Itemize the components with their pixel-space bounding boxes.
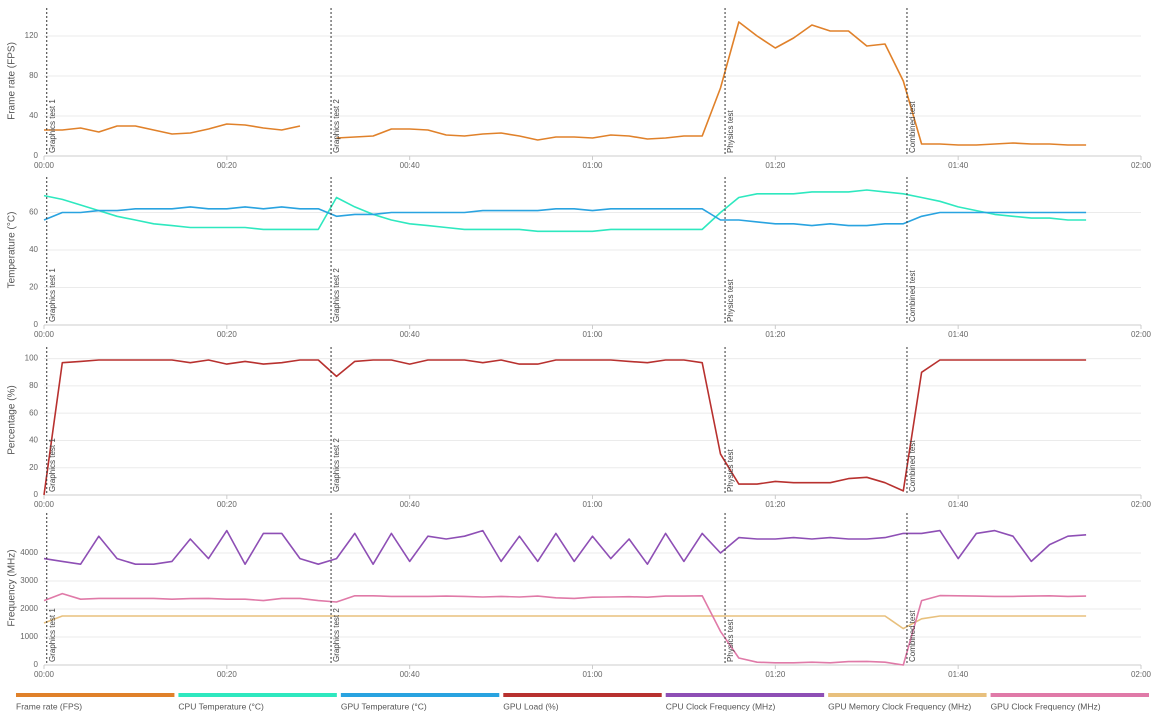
test-label: Graphics test 2 bbox=[332, 438, 341, 492]
y-tick-label: 20 bbox=[29, 463, 38, 472]
test-label: Combined test bbox=[908, 610, 917, 662]
x-tick-label: 00:40 bbox=[400, 670, 421, 679]
y-tick-label: 0 bbox=[34, 660, 39, 669]
y-axis-label: Frame rate (FPS) bbox=[7, 42, 18, 120]
x-tick-label: 01:20 bbox=[765, 670, 786, 679]
x-tick-label: 02:00 bbox=[1131, 500, 1152, 509]
x-tick-label: 01:00 bbox=[582, 161, 603, 170]
x-tick-label: 01:40 bbox=[948, 500, 969, 509]
y-tick-label: 60 bbox=[29, 208, 38, 217]
x-tick-label: 02:00 bbox=[1131, 330, 1152, 339]
x-tick-label: 00:00 bbox=[34, 330, 55, 339]
x-tick-label: 01:00 bbox=[582, 670, 603, 679]
test-label: Physics test bbox=[726, 619, 735, 662]
x-tick-label: 01:20 bbox=[765, 161, 786, 170]
y-tick-label: 80 bbox=[29, 381, 38, 390]
x-tick-label: 02:00 bbox=[1131, 670, 1152, 679]
y-tick-label: 60 bbox=[29, 408, 38, 417]
y-tick-label: 4000 bbox=[20, 548, 38, 557]
x-tick-label: 00:00 bbox=[34, 670, 55, 679]
x-tick-label: 02:00 bbox=[1131, 161, 1152, 170]
legend-swatch bbox=[340, 693, 500, 697]
legend-label: CPU Temperature (°C) bbox=[178, 701, 264, 711]
x-tick-label: 01:40 bbox=[948, 330, 969, 339]
legend-swatch bbox=[16, 693, 175, 697]
y-tick-label: 3000 bbox=[20, 576, 38, 585]
legend-swatch bbox=[828, 693, 987, 697]
x-tick-label: 00:20 bbox=[217, 500, 238, 509]
series-line bbox=[44, 21, 1087, 146]
legend-swatch bbox=[990, 693, 1149, 697]
y-tick-label: 0 bbox=[34, 320, 39, 329]
x-tick-label: 00:00 bbox=[34, 500, 55, 509]
series-line bbox=[43, 206, 1087, 227]
y-tick-label: 1000 bbox=[20, 632, 38, 641]
x-tick-label: 00:00 bbox=[34, 161, 55, 170]
test-label: Graphics test 1 bbox=[48, 608, 57, 662]
series-line bbox=[43, 592, 1087, 666]
test-label: Combined test bbox=[908, 270, 917, 322]
y-axis-label: Temperature (°C) bbox=[7, 212, 18, 289]
y-tick-label: 120 bbox=[25, 31, 39, 40]
test-label: Graphics test 2 bbox=[332, 268, 341, 322]
x-tick-label: 00:40 bbox=[400, 161, 421, 170]
test-label: Graphics test 1 bbox=[48, 268, 57, 322]
y-tick-label: 40 bbox=[29, 436, 38, 445]
y-tick-label: 0 bbox=[34, 490, 39, 499]
x-tick-label: 01:00 bbox=[582, 500, 603, 509]
legend-label: GPU Temperature (°C) bbox=[341, 701, 427, 711]
x-tick-label: 00:20 bbox=[217, 161, 238, 170]
series-line bbox=[43, 529, 1087, 565]
y-tick-label: 80 bbox=[29, 71, 38, 80]
x-tick-label: 01:40 bbox=[948, 161, 969, 170]
x-tick-label: 01:40 bbox=[948, 670, 969, 679]
test-label: Graphics test 1 bbox=[48, 438, 57, 492]
x-tick-label: 00:20 bbox=[217, 330, 238, 339]
legend-label: GPU Clock Frequency (MHz) bbox=[991, 701, 1101, 711]
y-tick-label: 100 bbox=[25, 354, 39, 363]
legend-label: Frame rate (FPS) bbox=[16, 701, 82, 711]
test-label: Graphics test 1 bbox=[48, 99, 57, 153]
series-line bbox=[43, 615, 1087, 630]
x-tick-label: 01:20 bbox=[765, 500, 786, 509]
test-label: Physics test bbox=[726, 110, 735, 153]
y-tick-label: 2000 bbox=[20, 604, 38, 613]
x-tick-label: 01:20 bbox=[765, 330, 786, 339]
y-tick-label: 0 bbox=[34, 151, 39, 160]
test-label: Graphics test 2 bbox=[332, 608, 341, 662]
series-line bbox=[43, 189, 1087, 233]
y-tick-label: 40 bbox=[29, 245, 38, 254]
series-line bbox=[43, 359, 1087, 496]
y-axis-label: Percentage (%) bbox=[7, 385, 18, 454]
test-label: Physics test bbox=[726, 279, 735, 322]
x-tick-label: 01:00 bbox=[582, 330, 603, 339]
y-tick-label: 20 bbox=[29, 283, 38, 292]
legend-swatch bbox=[503, 693, 662, 697]
legend-label: GPU Memory Clock Frequency (MHz) bbox=[828, 701, 971, 711]
test-label: Graphics test 2 bbox=[332, 99, 341, 153]
x-tick-label: 00:40 bbox=[400, 500, 421, 509]
legend-label: CPU Clock Frequency (MHz) bbox=[666, 701, 776, 711]
test-label: Combined test bbox=[908, 440, 917, 492]
x-tick-label: 00:20 bbox=[217, 670, 238, 679]
y-tick-label: 40 bbox=[29, 111, 38, 120]
legend-swatch bbox=[665, 693, 825, 697]
legend-swatch bbox=[178, 693, 337, 697]
legend-label: GPU Load (%) bbox=[503, 701, 558, 711]
y-axis-label: Frequency (MHz) bbox=[7, 549, 18, 626]
test-label: Physics test bbox=[726, 449, 735, 492]
test-label: Combined test bbox=[908, 101, 917, 153]
x-tick-label: 00:40 bbox=[400, 330, 421, 339]
